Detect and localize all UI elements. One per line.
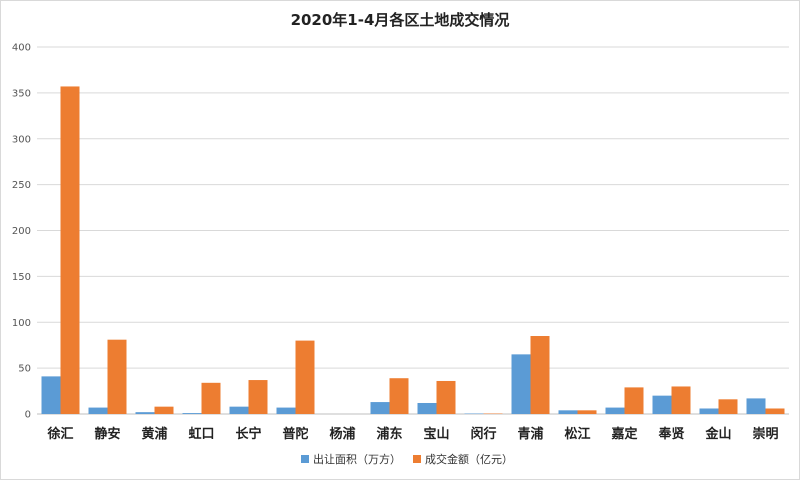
x-tick-label: 黄浦 (141, 426, 167, 442)
x-tick-label: 奉贤 (657, 426, 684, 442)
x-tick-label: 崇明 (752, 426, 778, 442)
legend-label: 成交金额（亿元） (425, 452, 513, 466)
x-tick-label: 青浦 (517, 426, 543, 442)
x-tick-label: 静安 (94, 426, 120, 442)
bar-area (88, 407, 108, 414)
bar-area (746, 398, 766, 414)
bar-amount (718, 399, 738, 414)
y-tick-label: 250 (12, 180, 31, 191)
x-tick-label: 杨浦 (329, 426, 355, 442)
y-tick-label: 100 (12, 318, 31, 329)
bar-amount (201, 382, 221, 414)
bar-area (276, 407, 296, 414)
bar-amount (248, 380, 268, 414)
x-tick-label: 金山 (704, 426, 731, 442)
x-tick-label: 长宁 (235, 426, 261, 442)
legend-label: 出让面积（万方） (313, 452, 401, 466)
x-tick-label: 嘉定 (610, 426, 637, 442)
bar-amount (765, 408, 785, 414)
x-tick-label: 闵行 (470, 426, 496, 442)
legend-swatch (301, 455, 309, 463)
bar-amount (107, 339, 127, 414)
y-tick-label: 350 (12, 88, 31, 99)
bar-area (182, 413, 202, 414)
x-tick-label: 宝山 (423, 426, 449, 442)
y-tick-label: 200 (12, 226, 31, 237)
x-axis: 徐汇 静安 黄浦 虹口 长宁 普陀 杨浦 浦东 宝山 闵行 青浦 松江 嘉定 奉贤 金山 崇明 (46, 426, 778, 442)
bar-amount (154, 406, 174, 414)
bar-amount (295, 340, 315, 414)
bar-area (417, 402, 437, 414)
bar-amount (577, 410, 597, 414)
x-tick-label: 浦东 (376, 426, 402, 442)
x-tick-label: 普陀 (282, 426, 308, 442)
bars (41, 86, 785, 414)
x-tick-label: 虹口 (188, 426, 214, 442)
y-tick-label: 150 (12, 272, 31, 283)
y-tick-label: 0 (25, 410, 31, 421)
y-axis: 0 50 100 150 200 250 300 350 400 (12, 43, 31, 421)
bar-area (135, 412, 155, 414)
x-tick-label: 徐汇 (46, 426, 73, 442)
grid-lines (37, 46, 789, 415)
bar-amount (389, 378, 409, 414)
bar-area (699, 408, 719, 414)
bar-amount (60, 86, 80, 414)
y-tick-label: 400 (12, 43, 31, 54)
bar-amount (624, 387, 644, 414)
chart-title: 2020年1-4月各区土地成交情况 (291, 11, 510, 29)
bar-area (370, 402, 390, 414)
bar-area (41, 376, 61, 414)
bar-area (229, 406, 249, 414)
bar-area (511, 354, 531, 414)
y-tick-label: 50 (18, 364, 31, 375)
bar-amount (530, 336, 550, 414)
legend: 出让面积（万方） 成交金额（亿元） (301, 452, 513, 466)
bar-amount (436, 380, 456, 414)
y-tick-label: 300 (12, 134, 31, 145)
bar-area (558, 410, 578, 414)
legend-swatch (413, 455, 421, 463)
bar-area (605, 407, 625, 414)
bar-amount (671, 386, 691, 414)
x-tick-label: 松江 (564, 426, 590, 442)
bar-area (652, 395, 672, 414)
